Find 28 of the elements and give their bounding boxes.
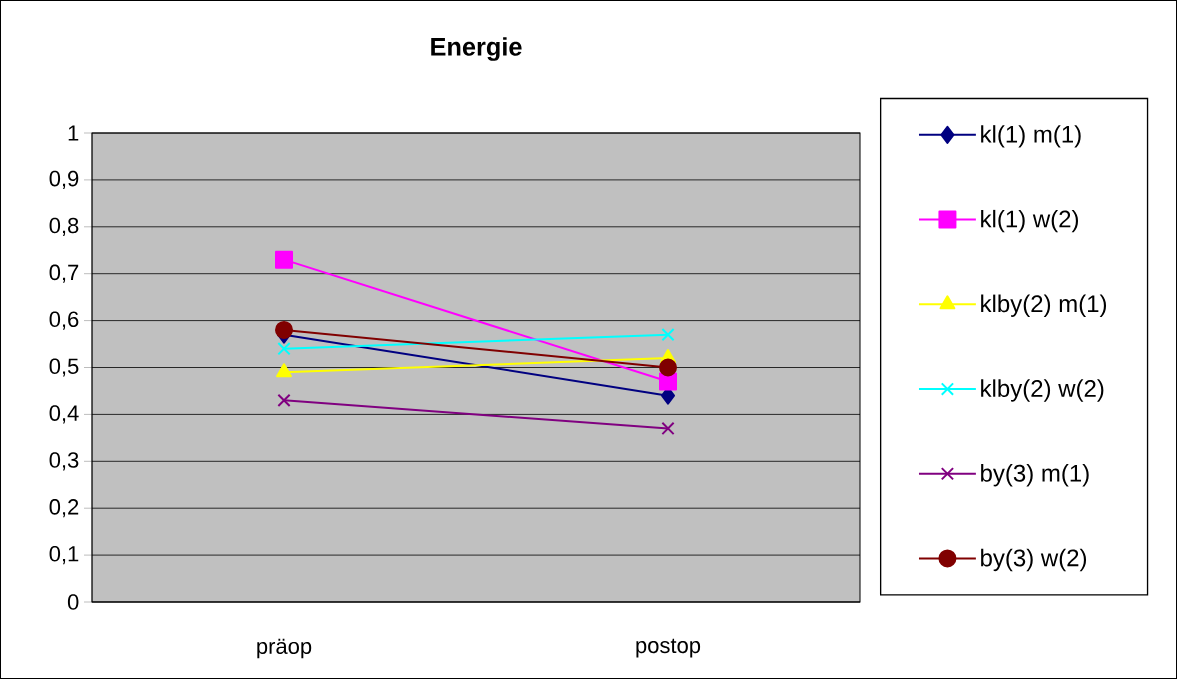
legend-label: klby(2) w(2) <box>981 379 1104 402</box>
y-tick-label: 0,9 <box>49 170 79 189</box>
y-tick-label: 0,5 <box>49 358 79 377</box>
y-tick-label: 0,6 <box>49 311 79 330</box>
point <box>659 358 678 377</box>
point <box>277 342 291 356</box>
y-tick-label: 1 <box>68 125 79 141</box>
y-tick-label: 0,4 <box>49 405 79 424</box>
x-tick-label: präop <box>257 638 312 659</box>
chart-title: Energie <box>431 37 522 61</box>
point <box>277 393 291 407</box>
point <box>659 372 678 391</box>
y-tick-label: 0 <box>67 594 79 610</box>
legend-label: by(3) m(1) <box>981 464 1089 487</box>
legend-label: kl(1) m(1) <box>981 125 1081 148</box>
x-tick-label: postop <box>636 638 701 658</box>
point <box>661 328 675 342</box>
point <box>275 320 294 339</box>
y-tick-label: 0,7 <box>49 264 79 283</box>
y-tick-label: 0,1 <box>49 546 79 565</box>
point <box>275 250 294 269</box>
point <box>661 421 675 436</box>
y-tick-label: 0,8 <box>49 217 79 236</box>
legend-label: klby(2) m(1) <box>981 294 1107 317</box>
legend-label: kl(1) w(2) <box>981 209 1079 233</box>
y-tick-label: 0,2 <box>49 499 79 518</box>
legend-label: by(3) w(2) <box>981 548 1087 572</box>
y-tick-label: 0,3 <box>49 452 79 471</box>
